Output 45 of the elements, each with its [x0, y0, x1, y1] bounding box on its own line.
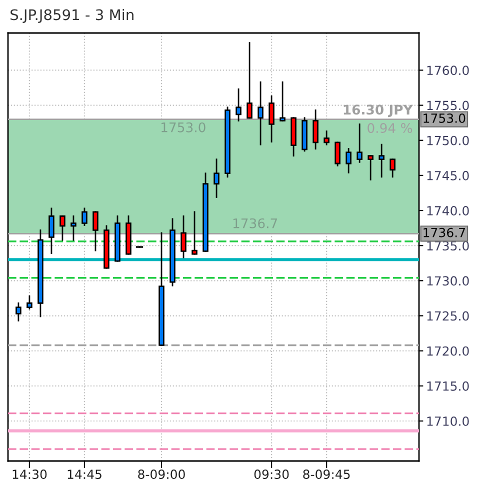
candlestick [268, 95, 274, 142]
y-tick-label: 1725.0 [427, 311, 469, 321]
candlestick [334, 142, 340, 166]
candlestick [70, 215, 76, 241]
candlestick [48, 208, 54, 254]
x-tick-label: 8-09:45 [303, 470, 350, 480]
candlestick [246, 42, 252, 119]
candlestick [82, 208, 88, 226]
chart-title: S.JP.J8591 - 3 Min [10, 8, 134, 23]
candlestick [390, 158, 396, 178]
candlestick [92, 211, 98, 252]
candlestick [312, 109, 318, 150]
y-tick-label: 1710.0 [427, 416, 469, 426]
candlestick [180, 215, 186, 258]
x-tick-label: 09:30 [254, 470, 289, 480]
annotation: 0.94 % [368, 123, 412, 134]
x-tick-label: 8-09:00 [138, 470, 185, 480]
band-label: 16.30 JPY [344, 104, 413, 118]
candlestick [60, 215, 66, 241]
y-tick-label: 1730.0 [427, 276, 469, 286]
candlestick [368, 155, 374, 180]
ref-line-label: 1753.0 [424, 113, 466, 123]
candlestick [378, 144, 384, 178]
y-tick-label: 1745.0 [427, 170, 469, 180]
y-tick-label: 1715.0 [427, 381, 469, 391]
candlestick [192, 211, 198, 255]
candlestick [280, 81, 286, 122]
y-tick-label: 1760.0 [427, 66, 469, 76]
candlestick [236, 88, 242, 122]
candlestick [26, 295, 32, 310]
candlestick [346, 148, 352, 174]
y-tick-label: 1720.0 [427, 346, 469, 356]
ref-line-label: 1736.7 [424, 228, 465, 238]
x-tick-label: 14:30 [12, 470, 47, 480]
candlestick [324, 130, 330, 146]
y-tick-label: 1740.0 [427, 206, 469, 216]
y-tick-label: 1755.0 [427, 100, 469, 110]
candlestick [16, 302, 22, 322]
x-tick-label: 14:45 [68, 470, 102, 480]
y-tick-label: 1750.0 [427, 136, 469, 146]
candlestick [258, 81, 264, 146]
candlestick [214, 158, 220, 198]
annotation: 1753.0 [162, 122, 206, 132]
annotation: 1736.7 [233, 218, 278, 228]
candlestick [356, 124, 362, 163]
